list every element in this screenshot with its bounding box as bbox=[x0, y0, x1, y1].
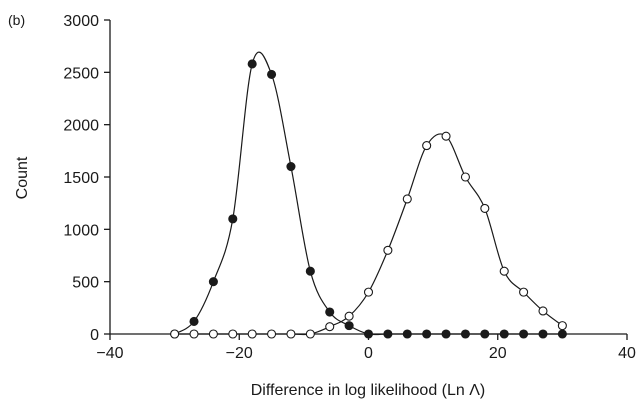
open-data-point bbox=[267, 329, 277, 339]
y-tick-label: 1000 bbox=[63, 222, 99, 239]
filled-data-point bbox=[286, 161, 296, 172]
open-series-line bbox=[174, 133, 563, 336]
filled-data-point bbox=[325, 307, 335, 317]
open-data-point bbox=[305, 329, 315, 339]
open-data-point bbox=[228, 329, 238, 339]
filled-data-point bbox=[402, 329, 412, 339]
markers bbox=[170, 59, 567, 339]
filled-data-point bbox=[538, 329, 548, 339]
filled-data-point bbox=[383, 329, 393, 339]
filled-data-point bbox=[460, 329, 470, 339]
open-data-point bbox=[402, 194, 412, 204]
filled-data-point bbox=[267, 69, 277, 79]
filled-data-point bbox=[363, 329, 374, 339]
filled-data-point bbox=[480, 329, 490, 339]
filled-data-point bbox=[499, 329, 509, 339]
open-data-point bbox=[325, 322, 335, 332]
open-data-point bbox=[557, 321, 567, 331]
y-ticks: 0 500 1000 1500 2000 2500 3000 bbox=[63, 13, 110, 344]
filled-data-point bbox=[519, 329, 529, 339]
x-tick-label: 20 bbox=[489, 345, 507, 362]
filled-series-line bbox=[174, 51, 563, 336]
open-data-point bbox=[363, 287, 374, 297]
x-tick-label: −40 bbox=[96, 345, 123, 362]
open-data-point bbox=[170, 329, 180, 339]
y-tick-label: 1500 bbox=[63, 170, 99, 187]
open-data-point bbox=[189, 329, 199, 339]
open-data-point bbox=[383, 245, 393, 255]
filled-data-point bbox=[305, 266, 315, 276]
y-axis-label: Count bbox=[14, 156, 31, 199]
filled-data-point bbox=[422, 329, 432, 339]
open-data-point bbox=[460, 172, 470, 182]
open-data-point bbox=[519, 287, 529, 297]
y-tick-label: 2000 bbox=[63, 118, 99, 135]
x-tick-label: 40 bbox=[618, 345, 636, 362]
open-data-point bbox=[247, 329, 257, 339]
open-data-point bbox=[208, 329, 218, 339]
y-tick-label: 2500 bbox=[63, 65, 99, 82]
filled-data-point bbox=[228, 214, 238, 224]
filled-data-point bbox=[208, 277, 218, 287]
x-axis-label: Difference in log likelihood (Ln Λ) bbox=[251, 382, 486, 399]
x-tick-label: −20 bbox=[226, 345, 253, 362]
open-data-point bbox=[422, 141, 432, 151]
filled-data-point bbox=[557, 329, 567, 339]
open-data-point bbox=[480, 203, 490, 213]
open-data-point bbox=[499, 266, 509, 276]
axes bbox=[109, 20, 627, 335]
y-tick-label: 3000 bbox=[63, 13, 99, 30]
open-data-point bbox=[344, 311, 354, 321]
filled-data-point bbox=[344, 321, 354, 331]
open-data-point bbox=[286, 329, 296, 339]
y-tick-label: 0 bbox=[90, 327, 99, 344]
open-data-point bbox=[441, 131, 451, 141]
open-data-point bbox=[538, 306, 548, 316]
filled-data-point bbox=[441, 329, 451, 339]
x-ticks: −40 −20 0 20 40 bbox=[96, 334, 636, 362]
x-tick-label: 0 bbox=[364, 345, 373, 362]
y-tick-label: 500 bbox=[72, 275, 99, 292]
filled-data-point bbox=[189, 316, 199, 326]
filled-data-point bbox=[247, 59, 257, 69]
panel-label: (b) bbox=[8, 12, 25, 28]
